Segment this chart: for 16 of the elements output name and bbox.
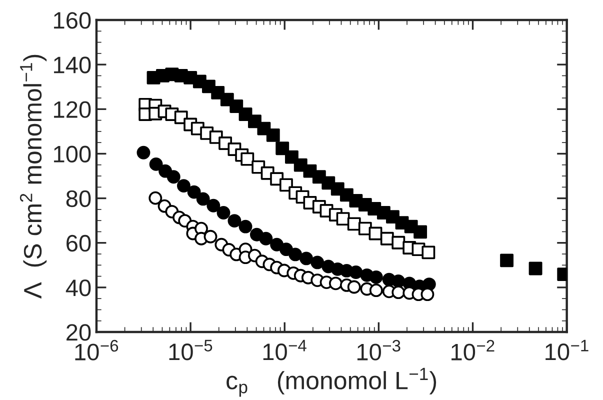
y-tick-label: 100 [54, 146, 91, 162]
y-tick-label: 140 [54, 56, 91, 74]
y-tick-label: 160 [54, 12, 91, 29]
y-tick-label: 20 [66, 324, 91, 341]
y-tick-label: 80 [66, 190, 91, 208]
x-tick-label: 10$^{−4}$ [263, 340, 306, 360]
x-tick-label: 10$^{−5}$ [169, 340, 212, 360]
x-tick-label: 10$^{−3}$ [357, 340, 400, 360]
y-tick-label: 60 [66, 234, 91, 252]
text: c$_{p}$ (monomol L$^{−1}$) [226, 368, 436, 397]
y-axis-title: Λ (S cm$^{2}$ monomol$^{−1}$) [20, 54, 47, 299]
x-tick-label: 10$^{−1}$ [546, 340, 588, 360]
x-tick-label: 10$^{−6}$ [75, 340, 118, 360]
y-tick-label: 40 [66, 279, 91, 296]
y-tick-label: 120 [54, 101, 91, 118]
x-tick-label: 10$^{−2}$ [452, 340, 494, 360]
